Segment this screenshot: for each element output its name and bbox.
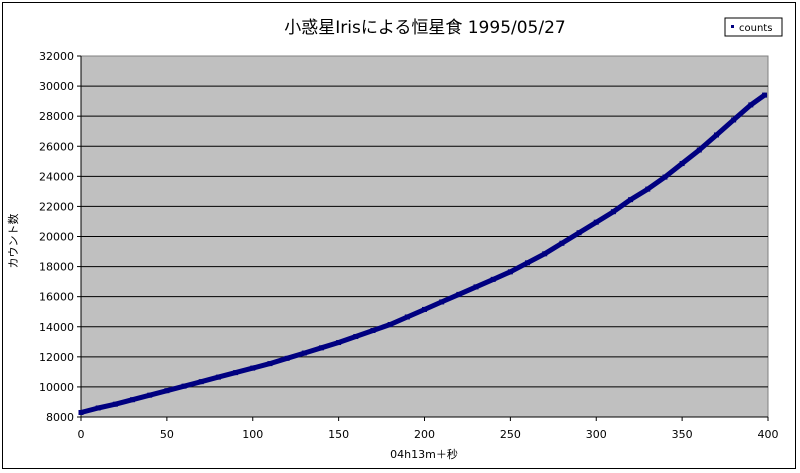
chart-title: 小惑星Irisによる恒星食 1995/05/27 [284, 18, 565, 38]
legend: counts [724, 17, 783, 37]
x-tick-label-150: 150 [328, 428, 349, 441]
legend-box [724, 17, 783, 37]
y-tick-label-22000: 22000 [39, 200, 74, 213]
y-tick-label-28000: 28000 [39, 110, 74, 123]
y-axis-ticks: 8000 10000 12000 14000 16000 18000 20000 22000 2… [39, 50, 81, 424]
series-trace-0 [78, 92, 768, 415]
x-tick-label-0: 0 [78, 428, 85, 441]
legend-marker [731, 25, 734, 28]
y-tick-label-20000: 20000 [39, 231, 74, 244]
x-tick-label-50: 50 [160, 428, 174, 441]
y-tick-label-24000: 24000 [39, 170, 74, 183]
x-tick-label-300: 300 [586, 428, 607, 441]
data-points [78, 92, 768, 415]
y-tick-label-14000: 14000 [39, 321, 74, 334]
scatter-chart: 小惑星Irisによる恒星食 1995/05/27 8000 10000 12000 1… [7, 17, 783, 461]
legend-label: counts [739, 23, 772, 34]
y-tick-label-18000: 18000 [39, 261, 74, 274]
x-tick-label-400: 400 [758, 428, 779, 441]
x-axis-label: 04h13m＋秒 [390, 447, 458, 461]
x-tick-label-100: 100 [242, 428, 263, 441]
y-tick-label-8000: 8000 [46, 411, 74, 424]
y-tick-label-30000: 30000 [39, 80, 74, 93]
y-tick-label-16000: 16000 [39, 291, 74, 304]
gridlines [81, 85, 768, 388]
x-tick-label-250: 250 [500, 428, 521, 441]
chart-frame: 小惑星Irisによる恒星食 1995/05/27 8000 10000 12000 1… [2, 2, 796, 469]
x-tick-label-200: 200 [414, 428, 435, 441]
y-axis-label: カウント数 [7, 214, 20, 269]
y-tick-label-26000: 26000 [39, 140, 74, 153]
y-tick-label-32000: 32000 [39, 50, 74, 63]
x-tick-label-350: 350 [672, 428, 693, 441]
y-tick-label-12000: 12000 [39, 351, 74, 364]
x-axis-ticks: 0 50 100 150 200 250 300 350 400 [78, 56, 779, 441]
y-tick-label-10000: 10000 [39, 381, 74, 394]
